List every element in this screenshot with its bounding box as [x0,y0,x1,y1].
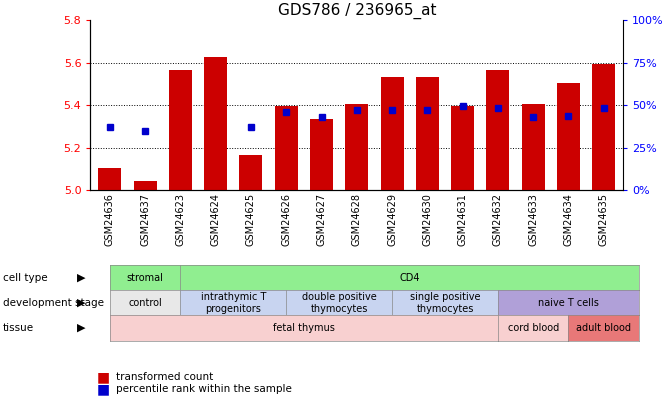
Bar [486,70,509,190]
Bar [310,119,333,190]
Text: ▶: ▶ [77,298,86,308]
Bar [239,155,263,190]
Text: stromal: stromal [127,273,163,283]
Bar [133,181,157,190]
Bar [592,64,615,190]
Text: ■: ■ [97,370,111,384]
Text: adult blood: adult blood [576,323,631,333]
Bar [522,104,545,190]
Text: percentile rank within the sample: percentile rank within the sample [116,384,292,394]
Text: fetal thymus: fetal thymus [273,323,335,333]
Text: intrathymic T
progenitors: intrathymic T progenitors [200,292,266,314]
Bar [98,168,121,190]
Bar [557,83,580,190]
Bar [204,58,227,190]
Bar [381,77,403,190]
Title: GDS786 / 236965_at: GDS786 / 236965_at [277,3,436,19]
Text: ▶: ▶ [77,273,86,283]
Bar [345,104,369,190]
Text: ▶: ▶ [77,323,86,333]
Text: transformed count: transformed count [116,372,213,382]
Text: naive T cells: naive T cells [538,298,599,308]
Bar [451,107,474,190]
Bar [169,70,192,190]
Text: single positive
thymocytes: single positive thymocytes [410,292,480,314]
Bar [275,107,297,190]
Text: cord blood: cord blood [507,323,559,333]
Text: tissue: tissue [3,323,34,333]
Text: development stage: development stage [3,298,104,308]
Text: double positive
thymocytes: double positive thymocytes [302,292,377,314]
Text: CD4: CD4 [399,273,420,283]
Bar [416,77,439,190]
Text: cell type: cell type [3,273,48,283]
Text: control: control [128,298,162,308]
Text: ■: ■ [97,382,111,396]
